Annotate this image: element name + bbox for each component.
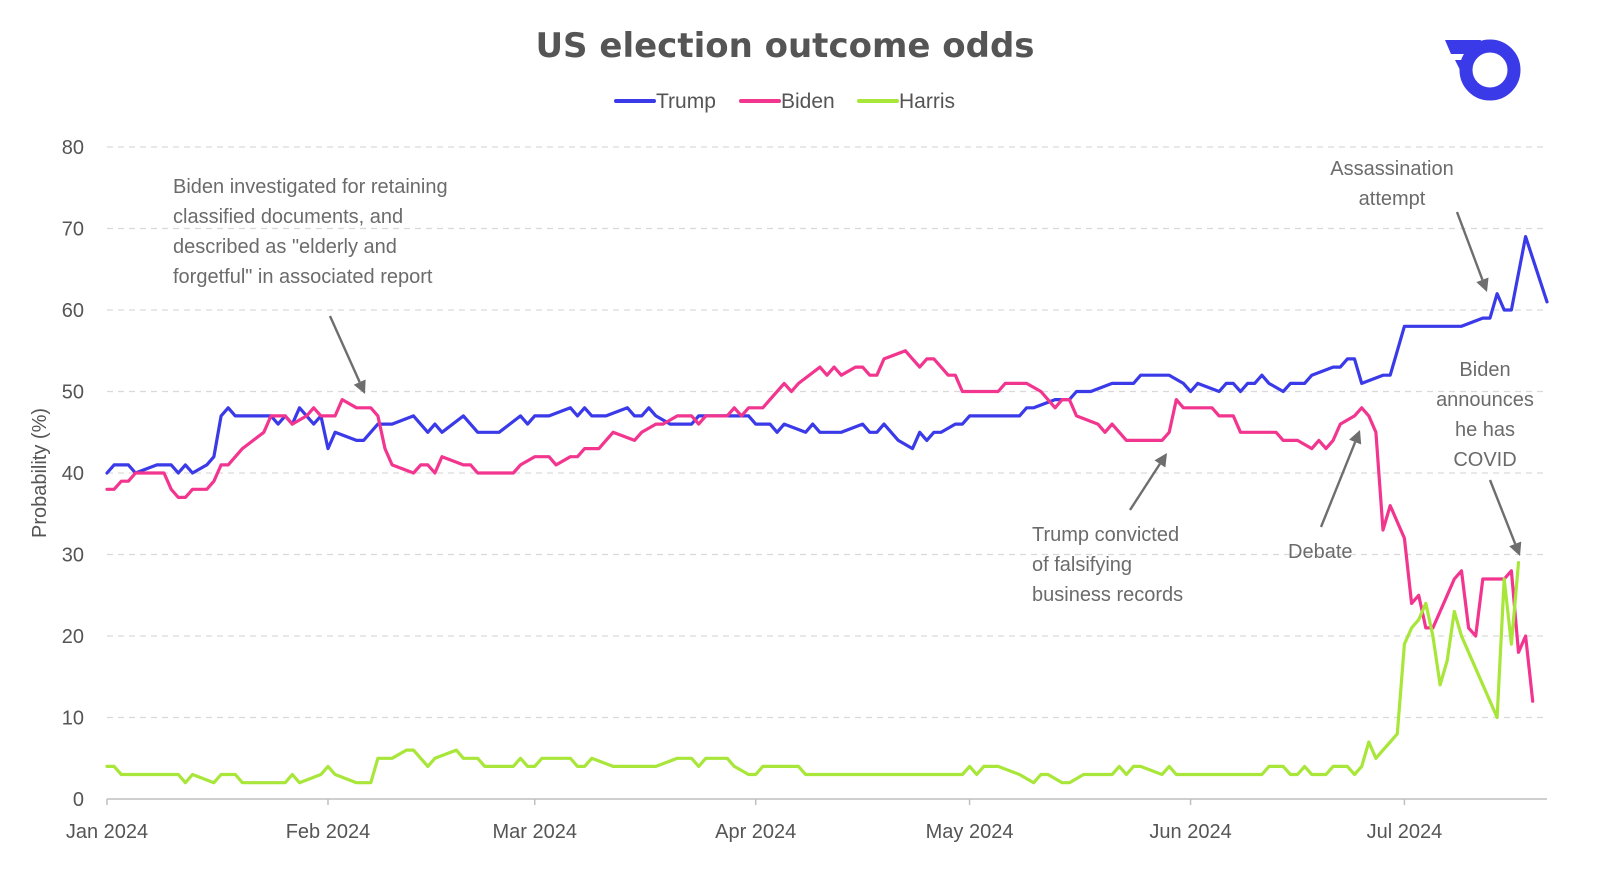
y-tick-label: 40 — [62, 463, 84, 485]
annotation-arrowhead — [1476, 277, 1489, 292]
y-tick-label: 20 — [62, 626, 84, 648]
annotation-text: attempt — [1359, 188, 1426, 210]
x-tick-label: Jun 2024 — [1149, 821, 1231, 843]
annotation-arrow — [1319, 441, 1357, 528]
annotation-text: of falsifying — [1032, 554, 1132, 576]
y-axis-label: Probability (%) — [29, 408, 51, 538]
legend: Trump Biden Harris — [614, 90, 955, 113]
x-tick-label: Jul 2024 — [1367, 821, 1443, 843]
x-tick-label: Feb 2024 — [286, 821, 371, 843]
y-axis-ticks: 0 10 20 30 40 50 60 70 80 — [62, 137, 84, 811]
series-line-trump — [105, 235, 1549, 475]
annotation-text: COVID — [1453, 449, 1516, 471]
annotation-text: Biden — [1459, 359, 1510, 381]
series-line-harris — [105, 561, 1521, 785]
annotation-text: forgetful" in associated report — [173, 266, 433, 288]
y-tick-label: 60 — [62, 300, 84, 322]
annotation-text: described as "elderly and — [173, 236, 397, 258]
annotation-arrow — [1455, 211, 1484, 281]
annotation-text: Assassination — [1330, 158, 1453, 180]
legend-label-trump: Trump — [656, 90, 716, 113]
legend-label-harris: Harris — [899, 90, 955, 113]
x-tick-label: Mar 2024 — [492, 821, 577, 843]
series-line-biden — [105, 349, 1535, 703]
y-tick-label: 10 — [62, 708, 84, 730]
chart-title: US election outcome odds — [535, 26, 1034, 66]
x-tick-label: Apr 2024 — [715, 821, 796, 843]
y-tick-label: 30 — [62, 545, 84, 567]
annotation-text: Debate — [1288, 541, 1353, 563]
annotation-text: Trump convicted — [1032, 524, 1179, 546]
y-tick-label: 70 — [62, 219, 84, 241]
y-tick-label: 80 — [62, 137, 84, 159]
annotation-arrow — [1488, 479, 1517, 545]
annotation-text: classified documents, and — [173, 206, 403, 228]
x-axis: Jan 2024 Feb 2024 Mar 2024 Apr 2024 May 2024… — [66, 798, 1547, 843]
annotation-arrow — [328, 315, 361, 383]
x-tick-label: Jan 2024 — [66, 821, 148, 843]
annotation-text: business records — [1032, 584, 1183, 606]
brand-logo-icon — [1445, 39, 1521, 101]
annotation-text: he has — [1455, 419, 1515, 441]
y-tick-label: 0 — [73, 789, 84, 811]
annotation-arrow — [1128, 463, 1161, 511]
annotation-arrowhead — [1349, 430, 1362, 445]
y-tick-label: 50 — [62, 382, 84, 404]
gridlines — [107, 146, 1547, 719]
x-tick-label: May 2024 — [926, 821, 1014, 843]
legend-label-biden: Biden — [781, 90, 835, 113]
annotation-arrowhead — [353, 379, 366, 394]
annotation-text: Biden investigated for retaining — [173, 176, 448, 198]
annotation-arrowhead — [1154, 453, 1167, 468]
annotation-arrowhead — [1509, 541, 1522, 556]
series-lines — [105, 235, 1549, 785]
annotation-text: announces — [1436, 389, 1534, 411]
annotations: Biden investigated for retaining classifi… — [173, 158, 1534, 606]
